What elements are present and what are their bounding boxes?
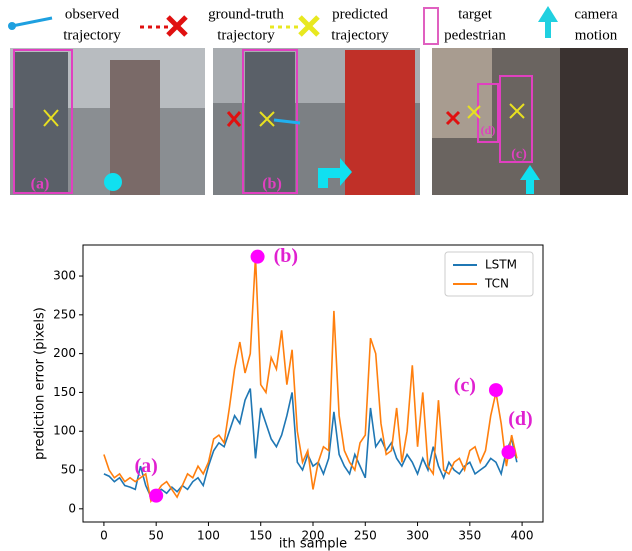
legend-text: motion [575, 27, 618, 43]
legend-text: camera [574, 6, 618, 22]
panel-label: (d) [481, 123, 496, 137]
panel-label: (c) [511, 147, 527, 162]
annotation-dot [149, 489, 163, 503]
annotation-label: (b) [274, 245, 298, 267]
legend-text: pedestrian [444, 27, 506, 43]
legend-text: target [458, 6, 493, 22]
x-axis-label: ith sample [279, 537, 347, 551]
series-line [104, 389, 517, 498]
annotation-dot [251, 250, 265, 264]
legend-text: predicted [332, 6, 388, 22]
annotation-label: (d) [508, 408, 532, 430]
panel-label: (b) [262, 176, 282, 193]
y-tick-label: 0 [68, 501, 76, 515]
y-tick-label: 150 [53, 385, 76, 399]
x-tick-label: 0 [100, 529, 108, 543]
annotation-label: (a) [135, 455, 158, 477]
y-axis-label: prediction error (pixels) [33, 307, 48, 460]
y-tick-label: 100 [53, 424, 76, 438]
x-tick-label: 350 [458, 529, 481, 543]
y-tick-label: 200 [53, 346, 76, 360]
x-tick-label: 50 [149, 529, 164, 543]
legend-label: LSTM [485, 258, 517, 272]
legend-text: trajectory [331, 27, 389, 43]
figure: observed trajectory ground-truth trajectory… [0, 0, 632, 551]
x-tick-label: 250 [354, 529, 377, 543]
x-tick-label: 300 [406, 529, 429, 543]
y-tick-label: 300 [53, 269, 76, 283]
x-tick-label: 150 [249, 529, 272, 543]
legend-label: TCN [484, 277, 509, 291]
legend-text: observed [65, 6, 120, 22]
y-tick-label: 50 [61, 463, 76, 477]
legend-text: ground-truth [208, 6, 284, 22]
annotation-label: (c) [454, 375, 476, 397]
y-tick-label: 250 [53, 307, 76, 321]
figure-svg: observed trajectory ground-truth trajectory… [0, 0, 632, 551]
legend-text: trajectory [63, 27, 121, 43]
panel-label: (a) [31, 176, 50, 193]
annotation-dot [502, 445, 516, 459]
x-tick-label: 400 [511, 529, 534, 543]
annotation-dot [489, 383, 503, 397]
photo-panels [10, 48, 628, 195]
legend-text: trajectory [217, 27, 275, 43]
x-tick-label: 100 [197, 529, 220, 543]
